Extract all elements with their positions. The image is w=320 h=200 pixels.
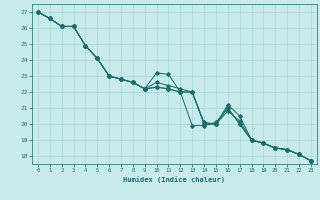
X-axis label: Humidex (Indice chaleur): Humidex (Indice chaleur) (124, 176, 225, 183)
